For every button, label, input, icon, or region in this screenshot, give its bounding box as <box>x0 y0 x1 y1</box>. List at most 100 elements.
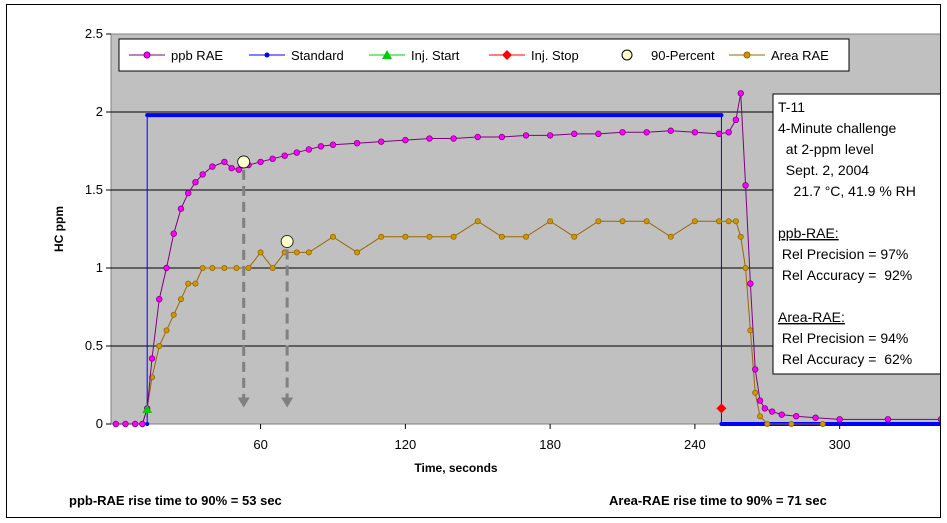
area-rae-point <box>156 342 163 349</box>
y-tick-label: 2.5 <box>85 26 103 41</box>
ppb-rae-point <box>667 127 674 134</box>
ppb-rae-point <box>742 182 749 189</box>
y-tick-label: 1 <box>96 260 103 275</box>
ppb-rae-point <box>293 149 300 156</box>
ppb-rae-point <box>148 355 156 362</box>
annotation-line: 4-Minute challenge <box>778 120 897 136</box>
ppb-rae-point <box>571 130 578 138</box>
standard-point <box>145 113 150 118</box>
x-tick-label: 240 <box>684 437 706 452</box>
annotation-box <box>772 93 940 375</box>
area-rae-point <box>716 218 723 225</box>
area-rae-point <box>788 420 795 427</box>
ppb-rae-point <box>281 152 288 159</box>
area-rae-point <box>185 280 192 287</box>
plot-series <box>112 90 940 428</box>
ppb-rae-point <box>221 158 228 166</box>
area-rae-point <box>378 233 385 240</box>
ppb-rae-point <box>450 135 457 142</box>
ppb-rae-point <box>329 141 337 148</box>
legend-marker <box>264 52 270 58</box>
x-tick-label: 60 <box>253 437 267 452</box>
annotation-line: Rel Precision = 94% <box>778 330 908 346</box>
ppb-rae-point <box>177 205 185 212</box>
legend-marker <box>621 49 633 61</box>
ppb-rae-point <box>305 146 313 153</box>
ninety-percent-point <box>280 235 294 248</box>
y-axis-label: HC ppm <box>52 206 66 252</box>
x-tick-label: 180 <box>539 437 561 452</box>
ppb-rae-point <box>778 411 785 418</box>
annotation-line: at 2-ppm level <box>778 141 874 157</box>
area-rae-point <box>691 218 698 225</box>
ppb-rae-point <box>761 405 769 412</box>
ppb-rae-point <box>937 416 940 423</box>
rise-time-arrow-head <box>281 397 294 408</box>
legend-marker <box>382 50 392 59</box>
ppb-rae-point <box>752 366 759 373</box>
ppb-rae-point <box>812 414 819 421</box>
ppb-rae-point <box>836 416 843 423</box>
area-rae-point <box>547 218 554 225</box>
area-rae-point <box>667 233 674 240</box>
area-rae-point <box>732 218 739 225</box>
ppb-rae-point <box>257 158 264 166</box>
ppb-rae-point <box>725 129 732 136</box>
area-rae-point <box>233 264 240 271</box>
area-rae-point <box>595 218 602 225</box>
ppb-rae-point <box>185 189 192 197</box>
legend-marker <box>502 50 512 60</box>
ppb-rae-point <box>353 139 361 147</box>
inj-stop-point <box>716 403 727 414</box>
area-rae-point <box>209 264 216 271</box>
area-rae-point <box>643 218 650 225</box>
legend-label: Standard <box>291 48 344 63</box>
x-tick-label: 120 <box>395 437 417 452</box>
chart-canvas: 0 0.5 1 1.5 2 2.5 60 120 180 240 300 Time, seconds H… <box>52 26 940 475</box>
legend-label: ppb RAE <box>171 48 223 63</box>
ppb-rae-point <box>139 420 146 428</box>
ppb-rae-point <box>756 397 764 404</box>
area-rae-point <box>170 311 177 318</box>
area-rae-point <box>163 327 170 334</box>
ppb-rae-point <box>269 155 276 162</box>
ninety-percent-point <box>237 155 251 169</box>
annotation-line: 21.7 °C, 41.9 % RH <box>778 183 916 199</box>
area-rae-point <box>742 264 749 271</box>
ppb-rae-point <box>595 130 602 138</box>
ppb-rae-point <box>317 143 325 150</box>
ppb-rae-point <box>715 130 723 138</box>
area-rae-point <box>221 264 228 271</box>
x-tick-label: 300 <box>829 437 851 452</box>
area-rae-point <box>764 420 771 427</box>
ppb-rae-point <box>402 136 409 144</box>
ppb-rae-point <box>131 420 139 428</box>
standard-point <box>719 422 724 426</box>
y-tick-label: 0 <box>96 416 103 431</box>
ppb-rae-point <box>209 163 216 170</box>
ppb-rae-point <box>112 420 120 428</box>
ppb-rae-point <box>122 420 129 428</box>
standard-point <box>939 422 940 426</box>
ppb-rae-point <box>768 408 776 415</box>
area-rae-point <box>305 249 312 256</box>
area-rae-point <box>737 233 744 240</box>
ppb-rae-point <box>691 129 699 136</box>
annotation-line: Area-RAE: <box>778 309 845 325</box>
ppb-rae-point <box>235 166 243 173</box>
legend-label: Inj. Stop <box>531 48 579 63</box>
y-tick-label: 2 <box>96 104 103 119</box>
area-rae-point <box>474 218 481 225</box>
ppb-rae-point <box>884 416 892 423</box>
area-rae-point <box>245 264 252 271</box>
area-rae-point <box>293 249 300 256</box>
standard-point <box>719 113 724 118</box>
area-rae-point <box>257 249 264 256</box>
ppb-rae-point <box>498 133 506 141</box>
area-rae-point <box>725 218 732 225</box>
ppb-rae-rise-time-note: ppb-RAE rise time to 90% = 53 sec <box>69 493 282 508</box>
legend-marker <box>743 51 751 59</box>
ppb-rae-point <box>522 132 530 139</box>
annotation-line: Sept. 2, 2004 <box>778 162 869 178</box>
area-rae-point <box>329 233 336 240</box>
